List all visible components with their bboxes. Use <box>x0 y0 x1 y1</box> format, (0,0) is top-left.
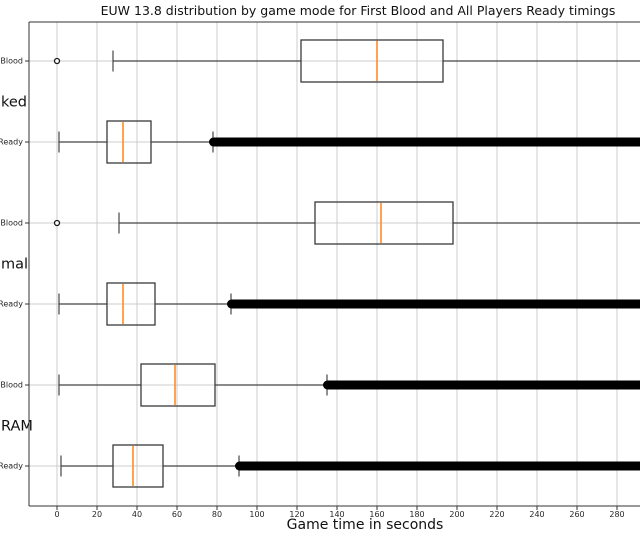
x-tick-label: 100 <box>249 510 264 519</box>
chart-title: EUW 13.8 distribution by game mode for F… <box>100 3 616 18</box>
y-tick-label: Blood <box>0 219 23 228</box>
x-tick-label: 20 <box>92 510 102 519</box>
x-tick-label: 120 <box>289 510 304 519</box>
box <box>106 282 156 326</box>
group-label: RAM <box>1 419 33 435</box>
group-label: mal <box>1 257 28 273</box>
x-tick-label: 80 <box>212 510 222 519</box>
x-tick-label: 260 <box>569 510 584 519</box>
box <box>140 363 216 407</box>
dense-flier-bar <box>235 461 640 471</box>
y-tick-label: Ready <box>0 300 23 309</box>
x-tick-label: 240 <box>529 510 544 519</box>
y-tick-label: Ready <box>0 138 23 147</box>
x-tick-label: 220 <box>489 510 504 519</box>
box <box>314 201 454 245</box>
dense-flier-bar <box>227 299 640 309</box>
box <box>106 120 152 164</box>
x-tick-label: 200 <box>449 510 464 519</box>
x-tick-label: 160 <box>369 510 384 519</box>
y-tick-label: Blood <box>0 381 23 390</box>
x-tick-label: 140 <box>329 510 344 519</box>
x-tick-label: 280 <box>609 510 624 519</box>
x-tick-label: 40 <box>132 510 142 519</box>
x-tick-label: 0 <box>54 510 59 519</box>
dense-flier-bar <box>209 137 640 147</box>
outlier-circle <box>53 219 61 227</box>
dense-flier-bar <box>323 380 640 390</box>
y-tick-label: Ready <box>0 462 23 471</box>
y-tick-label: Blood <box>0 57 23 66</box>
x-tick-label: 180 <box>409 510 424 519</box>
x-tick-label: 60 <box>172 510 182 519</box>
box <box>300 39 444 83</box>
group-label: ked <box>1 95 27 111</box>
box <box>112 444 164 488</box>
outlier-circle <box>53 57 61 65</box>
x-axis-label: Game time in seconds <box>286 517 444 533</box>
